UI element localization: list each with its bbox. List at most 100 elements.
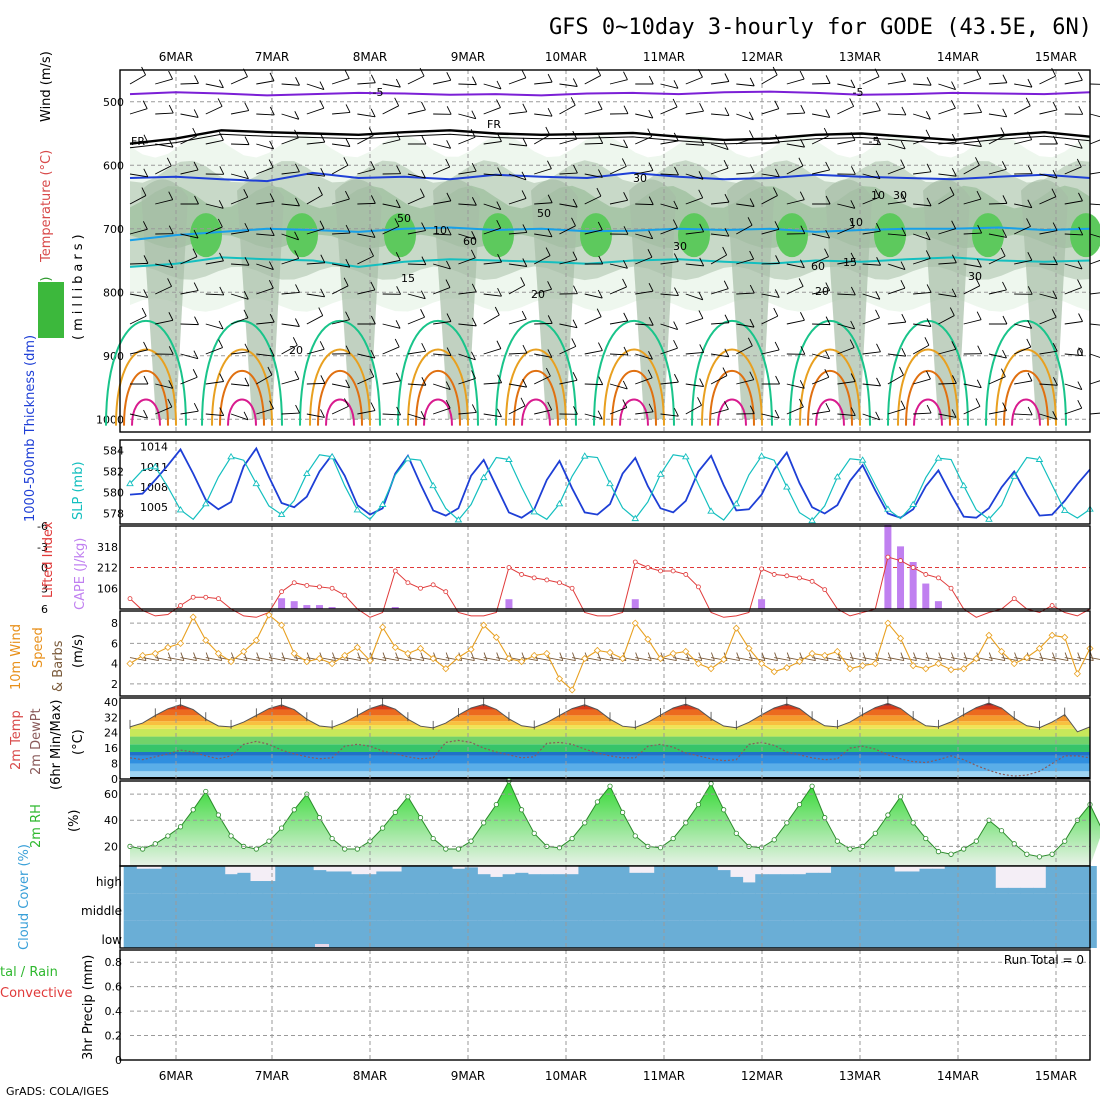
cloud-bar-middle bbox=[679, 893, 693, 921]
rh-marker bbox=[695, 801, 702, 808]
wind10m-barb-flag bbox=[496, 652, 501, 661]
wind-barb bbox=[433, 407, 451, 415]
wind-barb bbox=[988, 135, 1006, 145]
wind-barb bbox=[862, 173, 881, 180]
wind-barb-flag bbox=[798, 278, 804, 287]
thickness-tick: 582 bbox=[103, 466, 124, 479]
li-marker bbox=[822, 587, 828, 593]
cloud-bar-high bbox=[262, 881, 276, 894]
wind-barb bbox=[685, 351, 704, 355]
wind10m-barb bbox=[1052, 657, 1069, 661]
wind-barb-flag bbox=[218, 200, 224, 209]
li-marker bbox=[127, 596, 133, 602]
cloud-bar-high bbox=[414, 866, 428, 894]
slp-marker bbox=[606, 479, 614, 487]
wind-speed-marker bbox=[278, 621, 286, 629]
wind-speed-marker bbox=[656, 654, 665, 663]
cloud-bar-low bbox=[591, 920, 605, 948]
slp-marker bbox=[858, 456, 867, 463]
cloud-bar-middle bbox=[426, 893, 440, 921]
wind10m-barb bbox=[913, 657, 930, 661]
wind-barb-flag bbox=[924, 337, 930, 346]
cloud-bar-low bbox=[275, 920, 289, 948]
wind-barb-flag bbox=[747, 217, 753, 226]
wind-barb-flag bbox=[1077, 381, 1083, 390]
wind-barb-flag bbox=[471, 351, 476, 361]
wind-barb-flag bbox=[521, 69, 527, 79]
wind-speed-marker bbox=[341, 651, 349, 660]
wind-barb-flag bbox=[370, 161, 376, 170]
rh-marker bbox=[278, 825, 285, 831]
wind-barb-flag bbox=[1078, 192, 1083, 202]
wind-barb bbox=[938, 382, 957, 385]
wind-barb bbox=[180, 376, 198, 385]
cloud-bar-high bbox=[906, 871, 920, 894]
cape-bar bbox=[897, 546, 905, 609]
wind-barb-flag bbox=[596, 308, 602, 317]
wind-barb bbox=[685, 231, 704, 235]
wind-barb-flag bbox=[975, 277, 981, 287]
wind-speed-marker bbox=[518, 658, 526, 666]
wind-speed-marker bbox=[202, 636, 210, 644]
wind10m-barb-flag bbox=[900, 652, 905, 661]
wind-barb-flag bbox=[421, 222, 426, 231]
wind-barb bbox=[205, 413, 224, 417]
wind-barb bbox=[483, 141, 502, 145]
wind-barb-flag bbox=[143, 168, 149, 178]
wind-barb bbox=[913, 291, 932, 295]
wind-barb bbox=[685, 404, 702, 415]
wind-barb bbox=[660, 83, 679, 89]
wind-barb-flag bbox=[699, 102, 704, 112]
wind-barb bbox=[660, 203, 678, 210]
date-label-top: 8MAR bbox=[353, 50, 388, 64]
wind-barb bbox=[180, 323, 199, 326]
date-label-bottom: 9MAR bbox=[451, 1069, 486, 1083]
wind-barb-flag bbox=[976, 190, 982, 200]
wind10m-barb-flag bbox=[1064, 652, 1069, 661]
wind-barb bbox=[963, 78, 981, 85]
cloud-bar-low bbox=[426, 920, 440, 948]
wind-barb bbox=[407, 75, 425, 85]
cloud-bar-middle bbox=[148, 893, 163, 921]
wind-barb-flag bbox=[724, 348, 730, 358]
cloud-bar-middle bbox=[338, 893, 352, 921]
wind-barb bbox=[761, 173, 780, 178]
wind-barb bbox=[306, 293, 325, 298]
wind-barb bbox=[534, 113, 553, 117]
wind-barb-flag bbox=[647, 128, 653, 137]
rh-marker bbox=[417, 815, 424, 821]
cloud-bar-low bbox=[224, 920, 238, 948]
wind-barb bbox=[306, 348, 325, 355]
cloud-bar-middle bbox=[401, 893, 415, 921]
wind-barb bbox=[1064, 407, 1082, 415]
cloud-bar-high bbox=[856, 866, 870, 894]
wind-barb-flag bbox=[800, 312, 805, 321]
cloud-bar-low bbox=[957, 920, 971, 948]
wind-barb-flag bbox=[446, 72, 452, 81]
wind-barb bbox=[281, 83, 300, 86]
wind10m-barb bbox=[205, 657, 222, 661]
wind-barb-flag bbox=[294, 129, 299, 139]
wind-barb bbox=[584, 75, 601, 85]
wind-speed-marker bbox=[366, 657, 374, 665]
li-marker bbox=[683, 572, 689, 577]
li-marker bbox=[190, 594, 196, 600]
wind-barb bbox=[331, 198, 350, 205]
wind-barb bbox=[458, 323, 477, 327]
rh-marker bbox=[948, 851, 954, 857]
wind-barb bbox=[609, 353, 628, 356]
cloud-bar-high bbox=[591, 866, 605, 894]
wind-barb bbox=[862, 413, 880, 421]
wind-tick: 8 bbox=[111, 617, 118, 630]
wind-barb-flag bbox=[168, 191, 174, 200]
wind-barb bbox=[559, 379, 578, 385]
wind-barb-flag bbox=[445, 279, 451, 288]
wind-barb-flag bbox=[446, 140, 452, 149]
wind-barb-flag bbox=[1025, 97, 1031, 107]
cloud-bar-middle bbox=[578, 893, 592, 921]
wind-barb-flag bbox=[471, 197, 477, 206]
wind-barb-flag bbox=[1000, 368, 1006, 377]
wind-barb bbox=[1014, 139, 1032, 145]
wind-barb bbox=[812, 233, 830, 239]
wind-barb-flag bbox=[623, 192, 629, 201]
